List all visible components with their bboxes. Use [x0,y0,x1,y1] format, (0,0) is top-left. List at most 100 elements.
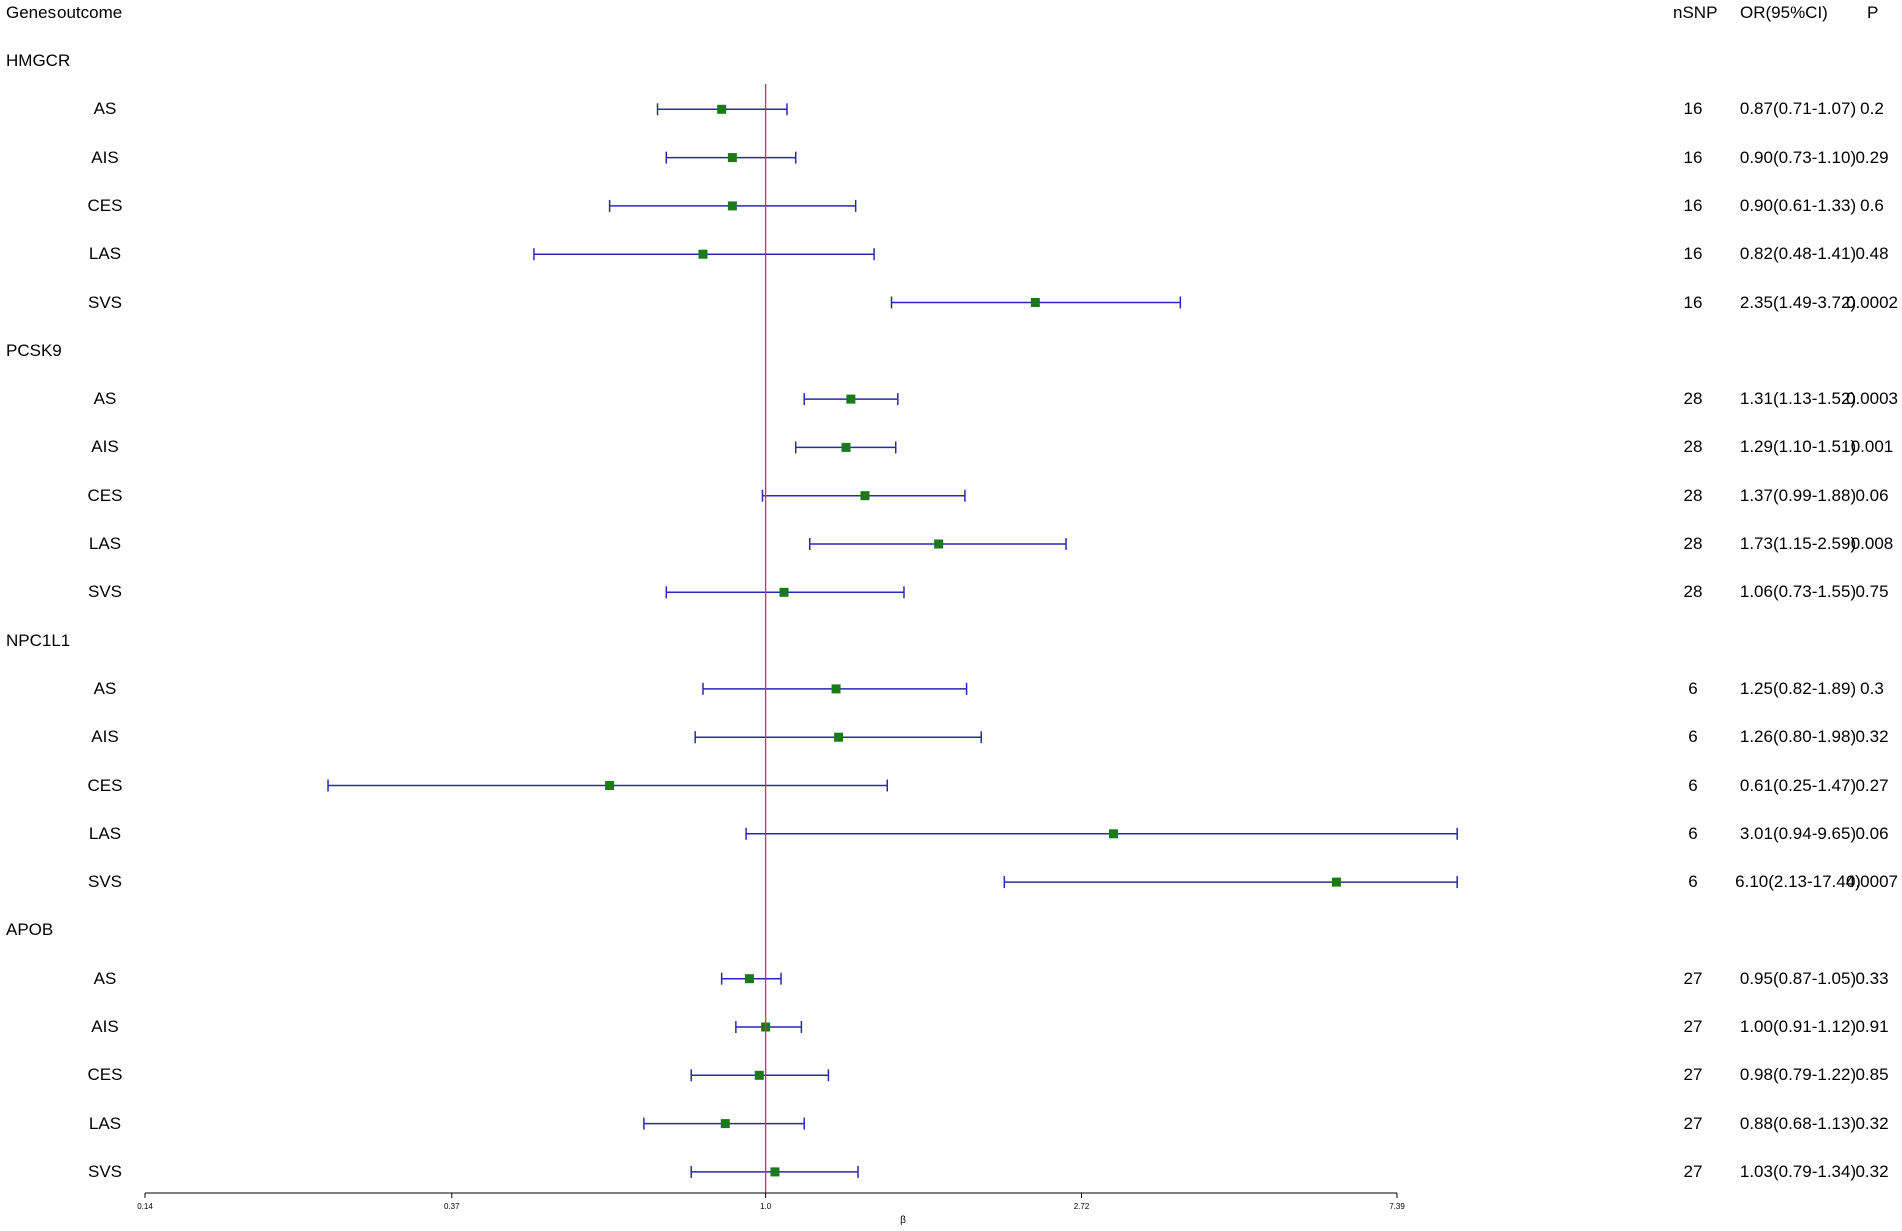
outcome-label: AIS [91,1017,119,1036]
outcome-label: CES [87,1065,123,1085]
nsnp-value: 16 [1683,99,1703,119]
nsnp-value: 16 [1683,195,1703,215]
point-estimate [770,1167,780,1177]
point-estimate [841,442,851,452]
or-ci-value: 0.82(0.48-1.41) [1739,244,1857,264]
or-ci-value: 0.90(0.73-1.10) [1739,147,1857,167]
x-axis-tick-label: 7.39 [1389,1202,1405,1211]
nsnp-value: 6 [1688,678,1698,698]
or-ci-value: 0.90(0.61-1.33) [1739,195,1857,215]
or-ci-value: 1.73(1.15-2.59) [1739,534,1857,553]
point-estimate [605,781,615,790]
p-value: 0.27 [1855,775,1889,795]
nsnp-value: 16 [1683,244,1703,264]
point-estimate [720,1119,730,1129]
outcome-label: SVS [87,582,123,602]
outcome-label: AIS [91,147,119,167]
x-axis-tick-label: 1.0 [760,1202,772,1211]
or-ci-value: 0.98(0.79-1.22) [1739,1065,1857,1085]
point-estimate [1030,298,1040,307]
p-value: 0.29 [1855,147,1889,167]
outcome-label: LAS [88,823,122,843]
p-value: 0.001 [1850,437,1894,457]
header-or-ci: OR(95%CI) [1740,3,1828,22]
p-value: 0.85 [1855,1065,1889,1085]
p-value: 0.06 [1855,485,1889,505]
p-value: 0.2 [1860,99,1884,119]
or-ci-value: 0.95(0.87-1.05) [1739,968,1857,988]
p-value: 0.48 [1855,244,1889,264]
outcome-label: SVS [87,1161,123,1181]
outcome-label: LAS [88,1113,122,1133]
x-axis-tick-label: 2.72 [1074,1202,1090,1211]
outcome-label: SVS [87,292,123,312]
header-p: P [1867,3,1879,22]
p-value: 0.32 [1855,1113,1889,1133]
gene-label: APOB [6,920,54,940]
point-estimate [834,732,844,742]
or-ci-value: 6.10(2.13-17.44) [1735,872,1861,892]
p-value: 0.75 [1855,582,1889,602]
header-outcome: outcome [57,3,123,22]
p-value: 0.008 [1850,534,1894,553]
outcome-label: AS [93,968,117,988]
point-estimate [779,587,789,597]
point-estimate [754,1070,764,1080]
nsnp-value: 27 [1683,1113,1703,1133]
point-estimate [1108,829,1118,839]
p-value: 0.33 [1855,968,1889,988]
point-estimate [1331,877,1341,887]
or-ci-value: 0.87(0.71-1.07) [1739,99,1857,119]
outcome-label: CES [87,485,123,505]
p-value: 0.3 [1860,678,1884,698]
point-estimate [744,974,754,984]
x-axis-tick-label: 0.14 [137,1202,153,1211]
p-value: 0.0007 [1846,872,1898,892]
nsnp-value: 27 [1683,968,1703,988]
or-ci-value: 2.35(1.49-3.72) [1739,292,1857,312]
or-ci-value: 1.37(0.99-1.88) [1739,485,1857,505]
nsnp-value: 6 [1688,872,1698,892]
point-estimate [846,394,856,404]
point-estimate [727,153,737,163]
p-value: 0.0003 [1846,389,1898,409]
outcome-label: AIS [91,437,119,457]
p-value: 0.0002 [1846,292,1898,312]
outcome-label: AIS [91,727,119,747]
x-axis-tick-label: 0.37 [444,1202,460,1211]
nsnp-value: 28 [1683,534,1703,553]
nsnp-value: 28 [1683,437,1703,457]
or-ci-value: 1.06(0.73-1.55) [1739,582,1857,602]
nsnp-value: 28 [1683,389,1703,409]
outcome-label: AS [93,389,117,409]
point-estimate [831,684,841,694]
point-estimate [860,491,870,501]
or-ci-value: 1.29(1.10-1.51) [1739,437,1857,457]
nsnp-value: 16 [1683,292,1703,312]
x-axis-title: β [900,1215,906,1226]
nsnp-value: 6 [1688,727,1698,747]
outcome-label: AS [93,99,117,119]
point-estimate [727,201,737,211]
or-ci-value: 3.01(0.94-9.65) [1739,823,1857,843]
gene-label: NPC1L1 [6,630,71,650]
header-nsnp: nSNP [1673,3,1718,22]
nsnp-value: 27 [1683,1065,1703,1085]
point-estimate [717,104,727,114]
nsnp-value: 16 [1683,147,1703,167]
or-ci-value: 1.26(0.80-1.98) [1739,727,1857,747]
p-value: 0.6 [1860,195,1884,215]
nsnp-value: 27 [1683,1017,1703,1036]
nsnp-value: 6 [1688,775,1698,795]
outcome-label: CES [87,195,123,215]
p-value: 0.91 [1855,1017,1889,1036]
nsnp-value: 27 [1683,1161,1703,1181]
or-ci-value: 1.03(0.79-1.34) [1739,1161,1857,1181]
p-value: 0.32 [1855,727,1889,747]
p-value: 0.32 [1855,1161,1889,1181]
outcome-label: LAS [88,244,122,264]
gene-label: HMGCR [6,51,71,70]
or-ci-value: 0.88(0.68-1.13) [1739,1113,1857,1133]
point-estimate [698,249,708,259]
